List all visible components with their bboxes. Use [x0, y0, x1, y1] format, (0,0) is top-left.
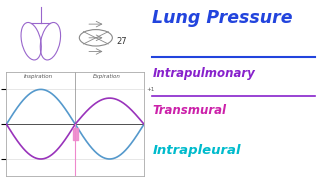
Text: Transmural: Transmural [152, 104, 226, 117]
Text: 27: 27 [116, 37, 127, 46]
Text: Intrapulmonary: Intrapulmonary [152, 67, 255, 80]
Text: Inspiration: Inspiration [23, 74, 52, 79]
Text: Expiration: Expiration [93, 74, 121, 79]
Text: Lung Pressure: Lung Pressure [152, 9, 293, 27]
Text: Intrapleural: Intrapleural [152, 144, 241, 157]
Text: +1: +1 [147, 87, 155, 92]
